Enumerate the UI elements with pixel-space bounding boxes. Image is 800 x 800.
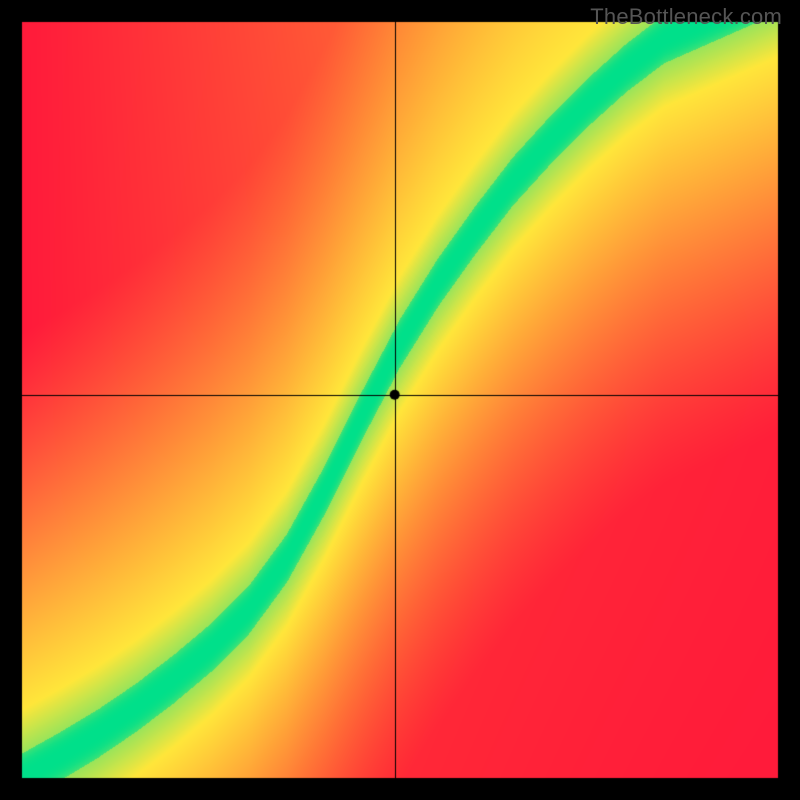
bottleneck-heatmap bbox=[0, 0, 800, 800]
chart-container: TheBottleneck.com bbox=[0, 0, 800, 800]
watermark-text: TheBottleneck.com bbox=[590, 4, 782, 30]
